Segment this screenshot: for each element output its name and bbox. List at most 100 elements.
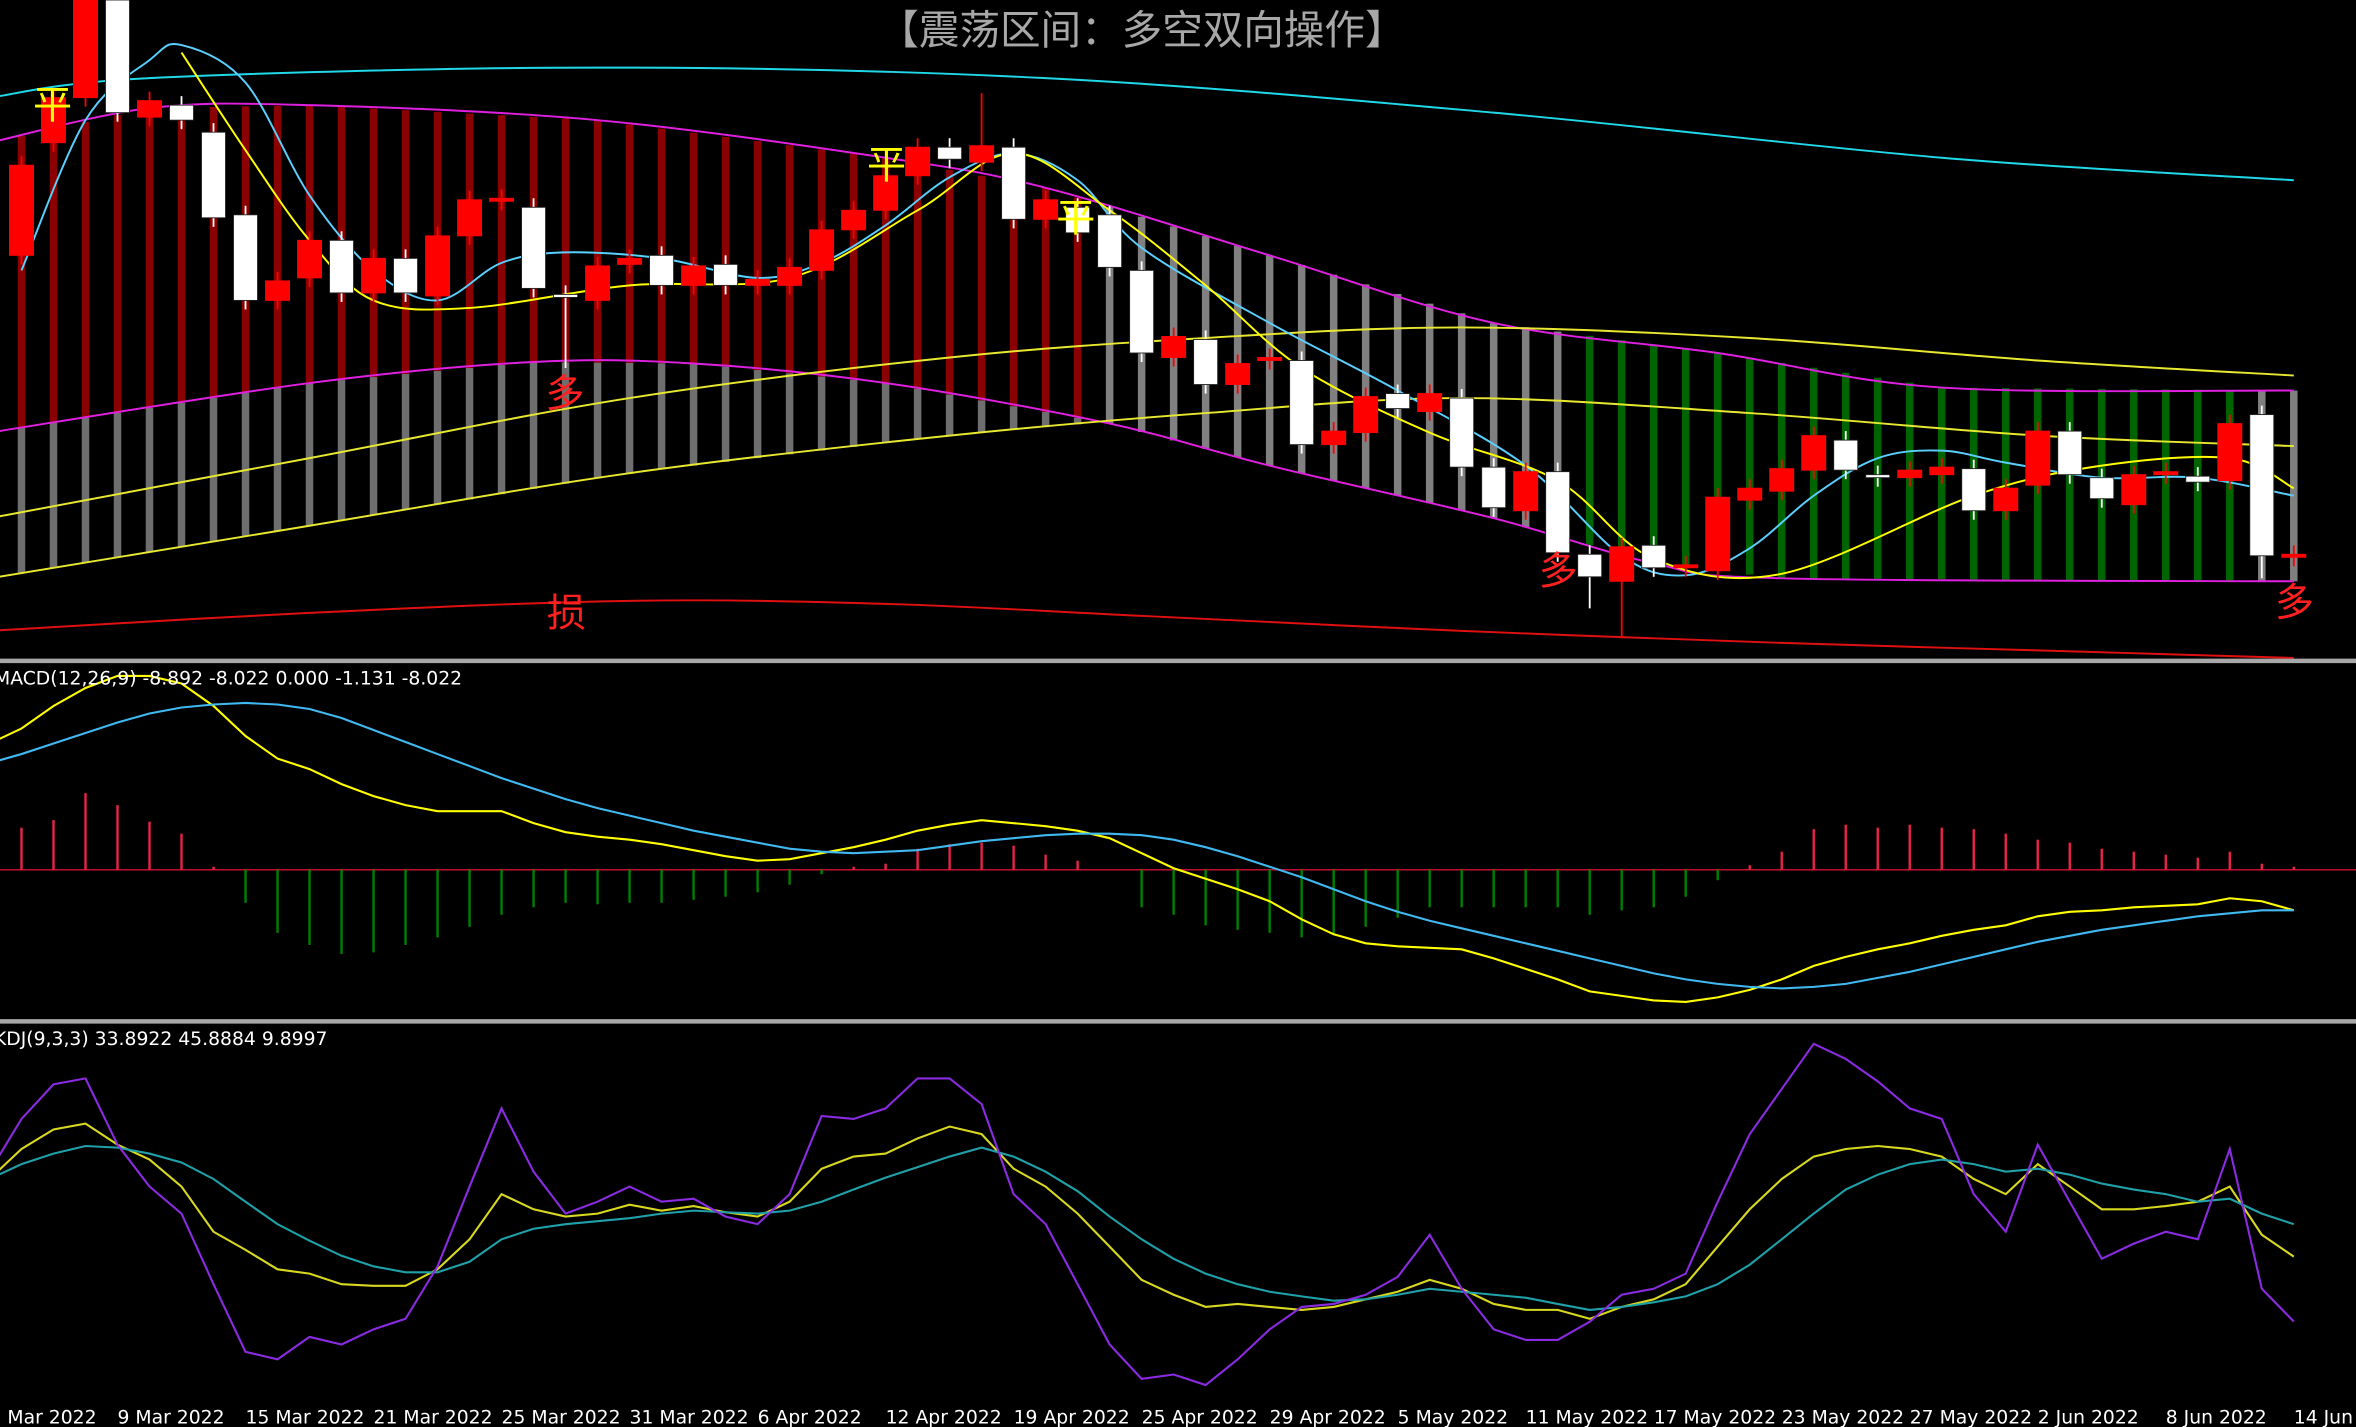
cloud-column bbox=[1745, 357, 1754, 575]
cloud-column bbox=[113, 412, 122, 558]
candle-body bbox=[681, 265, 707, 286]
candle-body bbox=[73, 0, 98, 99]
candle-body bbox=[777, 266, 803, 286]
x-tick-label: 9 Mar 2022 bbox=[117, 1407, 224, 1427]
candle-body bbox=[361, 257, 387, 294]
candle-body bbox=[2025, 430, 2051, 486]
chart-title: 【震荡区间：多空双向操作】 bbox=[878, 6, 1405, 54]
cloud-column bbox=[1009, 181, 1018, 407]
x-tick-label: 3 Mar 2022 bbox=[0, 1407, 97, 1427]
cloud-column bbox=[977, 175, 986, 401]
cloud-column bbox=[273, 387, 282, 531]
cloud-column bbox=[593, 120, 602, 363]
candle-body bbox=[1321, 430, 1347, 446]
cloud-column bbox=[2162, 389, 2170, 581]
cloud-column bbox=[1041, 412, 1050, 428]
candle-body bbox=[393, 257, 419, 294]
candle-body bbox=[1609, 546, 1635, 582]
candle-body bbox=[873, 175, 899, 211]
cloud-column bbox=[497, 365, 506, 495]
candle-body bbox=[1193, 339, 1219, 385]
cloud-column bbox=[977, 400, 986, 433]
cloud-column bbox=[81, 121, 90, 418]
candle-body bbox=[1097, 214, 1123, 268]
candle-body bbox=[233, 214, 258, 301]
annotation: 损 bbox=[547, 591, 586, 636]
indicator-line bbox=[0, 674, 2295, 1003]
cloud-column bbox=[1585, 335, 1594, 546]
candle-body bbox=[2057, 430, 2083, 476]
cloud-column bbox=[1329, 274, 1338, 481]
cloud-column bbox=[753, 370, 762, 459]
cloud-column bbox=[1105, 207, 1114, 424]
candle-body bbox=[1865, 474, 1891, 479]
candle-body bbox=[1129, 269, 1155, 354]
candle-body bbox=[297, 239, 322, 279]
annotation: 多 bbox=[2275, 581, 2314, 626]
candle-body bbox=[1385, 393, 1411, 410]
cloud-column bbox=[273, 105, 282, 388]
x-tick-label: 23 May 2022 bbox=[1782, 1407, 1904, 1427]
cloud-column bbox=[177, 107, 186, 403]
x-tick-label: 12 Apr 2022 bbox=[886, 1407, 1002, 1427]
cloud-column bbox=[401, 110, 410, 375]
cloud-column bbox=[49, 128, 58, 423]
cloud-column bbox=[881, 157, 890, 384]
x-tick-label: 6 Apr 2022 bbox=[758, 1407, 862, 1427]
annotation: 平 bbox=[1056, 196, 1095, 241]
x-tick-label: 25 Apr 2022 bbox=[1142, 1407, 1258, 1427]
cloud-column bbox=[81, 417, 90, 563]
candle-body bbox=[1577, 553, 1603, 578]
cloud-column bbox=[817, 376, 826, 451]
candle-body bbox=[2185, 475, 2211, 483]
candle-body bbox=[905, 146, 931, 177]
candle-body bbox=[649, 254, 675, 286]
cloud-column bbox=[849, 379, 858, 447]
x-tick-label: 29 Apr 2022 bbox=[1270, 1407, 1386, 1427]
indicator-line bbox=[0, 1122, 2295, 1320]
cloud-column bbox=[17, 427, 26, 574]
cloud-column bbox=[945, 394, 954, 436]
x-tick-label: 27 May 2022 bbox=[1910, 1407, 2032, 1427]
candle-body bbox=[553, 293, 579, 298]
annotation: 平 bbox=[867, 144, 906, 189]
cloud-column bbox=[625, 124, 634, 363]
overlay-line bbox=[0, 397, 2294, 578]
cloud-column bbox=[17, 135, 26, 428]
candle-body bbox=[1929, 466, 1955, 476]
candle-body bbox=[1961, 468, 1987, 512]
kdj-panel bbox=[0, 1042, 2295, 1387]
candle-body bbox=[713, 263, 739, 286]
cloud-column bbox=[1489, 322, 1498, 519]
overlay-line bbox=[0, 66, 2294, 182]
x-tick-label: 14 Jun 2022 bbox=[2294, 1407, 2356, 1427]
candle-body bbox=[617, 257, 643, 265]
cloud-column bbox=[305, 383, 314, 526]
x-tick-label: 11 May 2022 bbox=[1526, 1407, 1648, 1427]
annotation: 多 bbox=[545, 372, 584, 417]
cloud-column bbox=[49, 422, 58, 568]
candle-body bbox=[1705, 496, 1731, 572]
x-tick-label: 17 May 2022 bbox=[1654, 1407, 1776, 1427]
indicator-line bbox=[0, 1042, 2295, 1387]
date-axis: 3 Mar 2022 9 Mar 2022 15 Mar 2022 21 Mar 20… bbox=[0, 1407, 2356, 1427]
cloud-column bbox=[145, 407, 154, 553]
candle-body bbox=[745, 278, 771, 286]
candle-body bbox=[169, 104, 194, 121]
candle-body bbox=[1737, 487, 1763, 501]
x-tick-label: 25 Mar 2022 bbox=[502, 1407, 621, 1427]
candle-body bbox=[1801, 435, 1827, 471]
cloud-column bbox=[593, 362, 602, 479]
cloud-column bbox=[209, 106, 218, 398]
candle-body bbox=[2089, 477, 2115, 500]
cloud-column bbox=[1713, 352, 1722, 571]
candle-body bbox=[1065, 206, 1091, 234]
candle-body bbox=[137, 100, 162, 118]
candle-body bbox=[329, 239, 355, 294]
candle-body bbox=[489, 197, 515, 202]
overlay-line bbox=[20, 43, 2294, 577]
cloud-column bbox=[1233, 245, 1242, 458]
